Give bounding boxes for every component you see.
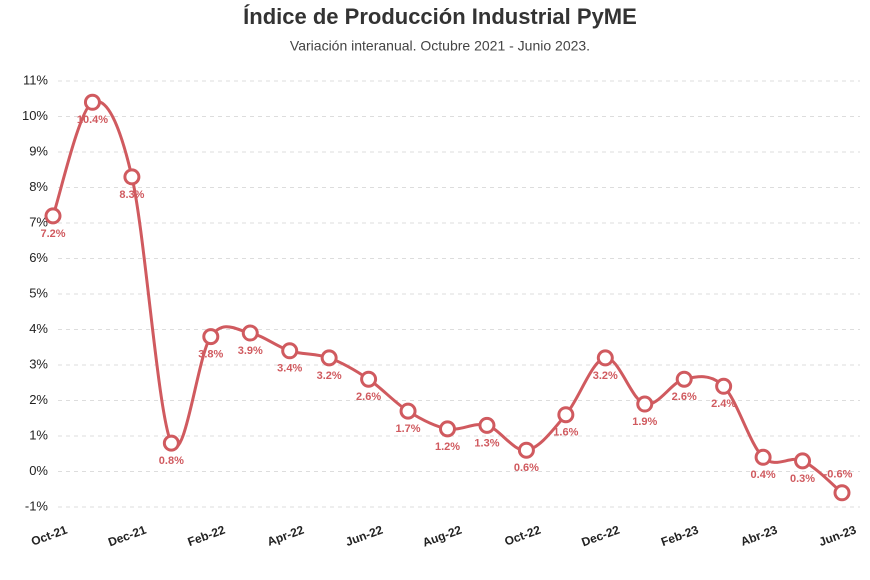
y-tick-label: 10% xyxy=(22,108,48,123)
x-tick-label: Dec-22 xyxy=(580,523,622,550)
chart-subtitle: Variación interanual. Octubre 2021 - Jun… xyxy=(290,38,590,54)
y-tick-label: 7% xyxy=(29,214,48,229)
x-tick-label: Aug-22 xyxy=(421,523,464,550)
x-tick-label: Jun-23 xyxy=(817,523,858,549)
data-label: 3.2% xyxy=(593,370,618,382)
data-label: 0.4% xyxy=(751,469,776,481)
data-point xyxy=(557,406,575,424)
data-point xyxy=(83,93,101,111)
data-label: 3.2% xyxy=(317,370,342,382)
chart-title: Índice de Producción Industrial PyME xyxy=(243,4,637,29)
data-label: 2.6% xyxy=(356,391,381,403)
data-point xyxy=(44,207,62,225)
data-label: 0.3% xyxy=(790,473,815,485)
data-point xyxy=(320,349,338,367)
data-point xyxy=(123,168,141,186)
data-label: 1.2% xyxy=(435,441,460,453)
x-tick-label: Abr-23 xyxy=(739,523,780,549)
x-tick-label: Apr-22 xyxy=(265,523,306,549)
data-label: 3.8% xyxy=(198,349,223,361)
data-point xyxy=(794,452,812,470)
data-label: 3.4% xyxy=(277,363,302,375)
x-tick-label: Jun-22 xyxy=(344,523,385,549)
data-point xyxy=(517,441,535,459)
x-tick-label: Feb-22 xyxy=(186,523,227,549)
data-point xyxy=(399,402,417,420)
data-label: 1.6% xyxy=(553,427,578,439)
y-tick-label: 5% xyxy=(29,285,48,300)
data-label: 1.9% xyxy=(632,416,657,428)
data-label: 1.7% xyxy=(396,423,421,435)
data-label: 1.3% xyxy=(474,437,499,449)
data-point xyxy=(360,370,378,388)
data-point xyxy=(636,395,654,413)
data-point xyxy=(715,377,733,395)
data-point xyxy=(439,420,456,438)
y-tick-label: 4% xyxy=(29,321,48,336)
data-point xyxy=(833,484,851,502)
data-label: 10.4% xyxy=(77,114,108,126)
data-label: 0.8% xyxy=(159,455,184,467)
y-tick-label: 9% xyxy=(29,143,48,158)
data-label: 8.3% xyxy=(119,189,144,201)
data-point xyxy=(281,342,299,360)
y-tick-label: 3% xyxy=(29,356,48,371)
y-tick-label: 6% xyxy=(29,250,48,265)
x-tick-label: Dec-21 xyxy=(106,523,148,550)
data-label: 0.6% xyxy=(514,462,539,474)
data-point xyxy=(675,370,693,388)
y-tick-label: 8% xyxy=(29,179,48,194)
data-point xyxy=(478,416,496,434)
y-tick-label: 2% xyxy=(29,392,48,407)
data-label: 7.2% xyxy=(40,228,65,240)
y-tick-label: 11% xyxy=(23,72,48,87)
y-tick-label: -1% xyxy=(25,498,49,513)
data-label: 2.6% xyxy=(672,391,697,403)
x-tick-label: Oct-21 xyxy=(29,523,69,549)
y-tick-label: 0% xyxy=(29,463,48,478)
data-point xyxy=(241,324,259,342)
data-point xyxy=(754,448,772,466)
x-tick-label: Feb-23 xyxy=(659,523,700,549)
data-point xyxy=(162,434,180,452)
data-point xyxy=(596,349,614,367)
x-tick-label: Oct-22 xyxy=(503,523,543,549)
data-point xyxy=(202,328,220,346)
y-tick-label: 1% xyxy=(29,427,48,442)
data-label: -0.6% xyxy=(824,469,853,481)
data-label: 3.9% xyxy=(238,345,263,357)
data-label: 2.4% xyxy=(711,398,736,410)
